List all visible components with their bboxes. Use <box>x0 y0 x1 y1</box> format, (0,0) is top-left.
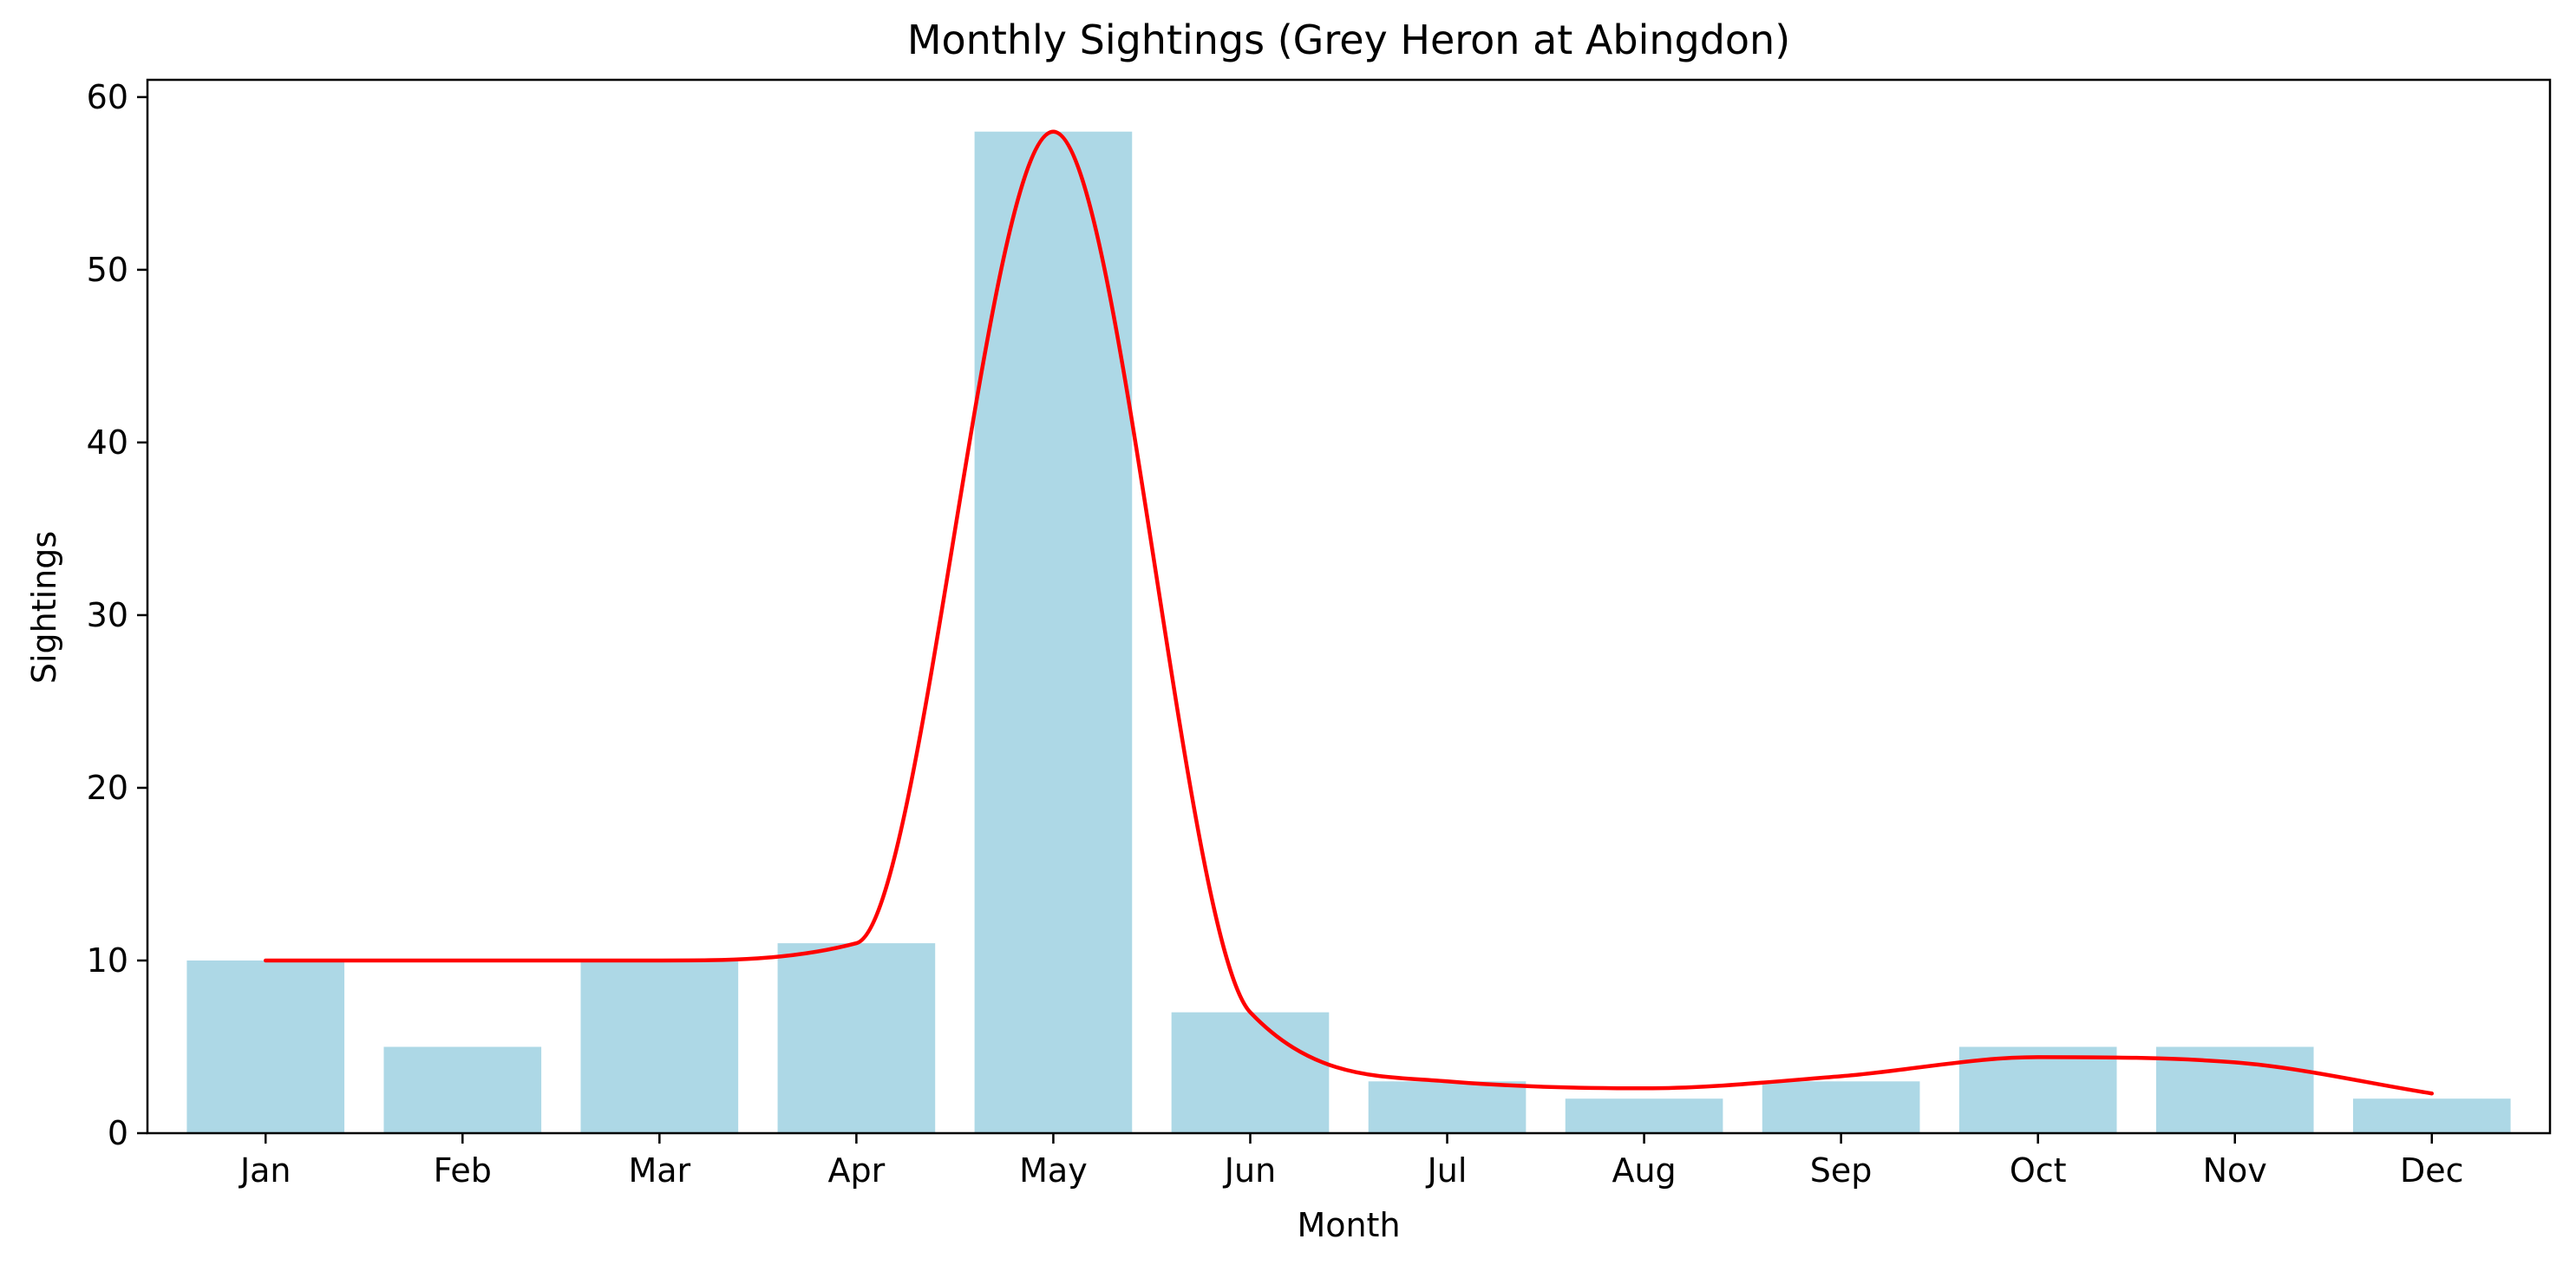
bar-sep <box>1762 1081 1920 1133</box>
bar-jul <box>1368 1081 1527 1133</box>
bar-feb <box>383 1046 542 1133</box>
x-tick-label: Aug <box>1612 1151 1676 1190</box>
x-axis: Jan Feb Mar Apr May Jun Jul Aug Sep Oct Nov Dec <box>239 1133 2464 1190</box>
bar-jun <box>1171 1012 1330 1133</box>
x-tick-label: Mar <box>628 1151 690 1190</box>
x-tick-label: Feb <box>434 1151 492 1190</box>
bar-jan <box>186 960 345 1133</box>
x-tick-label: May <box>1019 1151 1088 1190</box>
bar-aug <box>1565 1098 1723 1133</box>
x-tick-label: Oct <box>2010 1151 2067 1190</box>
y-axis-label: Sightings <box>25 531 63 684</box>
x-tick-label: Jan <box>239 1151 291 1190</box>
y-tick-label: 20 <box>87 769 128 807</box>
y-tick-label: 50 <box>87 251 128 289</box>
y-tick-label: 30 <box>87 596 128 634</box>
bar-mar <box>580 960 739 1133</box>
y-tick-label: 40 <box>87 423 128 462</box>
x-tick-label: Dec <box>2400 1151 2464 1190</box>
x-tick-label: Nov <box>2203 1151 2267 1190</box>
x-tick-label: Apr <box>828 1151 886 1190</box>
bar-apr <box>777 943 936 1133</box>
bar-dec <box>2352 1098 2511 1133</box>
y-axis: 0 10 20 30 40 50 60 <box>87 78 147 1152</box>
x-tick-label: Jul <box>1426 1151 1468 1190</box>
x-tick-label: Jun <box>1223 1151 1276 1190</box>
y-tick-label: 60 <box>87 78 128 116</box>
plot-frame <box>146 78 2552 1135</box>
trend-line-layer <box>263 129 2435 1096</box>
bars-layer <box>186 131 2511 1133</box>
x-axis-label: Month <box>1297 1206 1400 1244</box>
y-tick-label: 10 <box>87 941 128 980</box>
y-tick-label: 0 <box>108 1114 128 1152</box>
chart-title: Monthly Sightings (Grey Heron at Abingdo… <box>907 16 1790 63</box>
bar-may <box>974 131 1133 1133</box>
x-tick-label: Sep <box>1810 1151 1873 1190</box>
trend-line <box>263 129 2435 1096</box>
